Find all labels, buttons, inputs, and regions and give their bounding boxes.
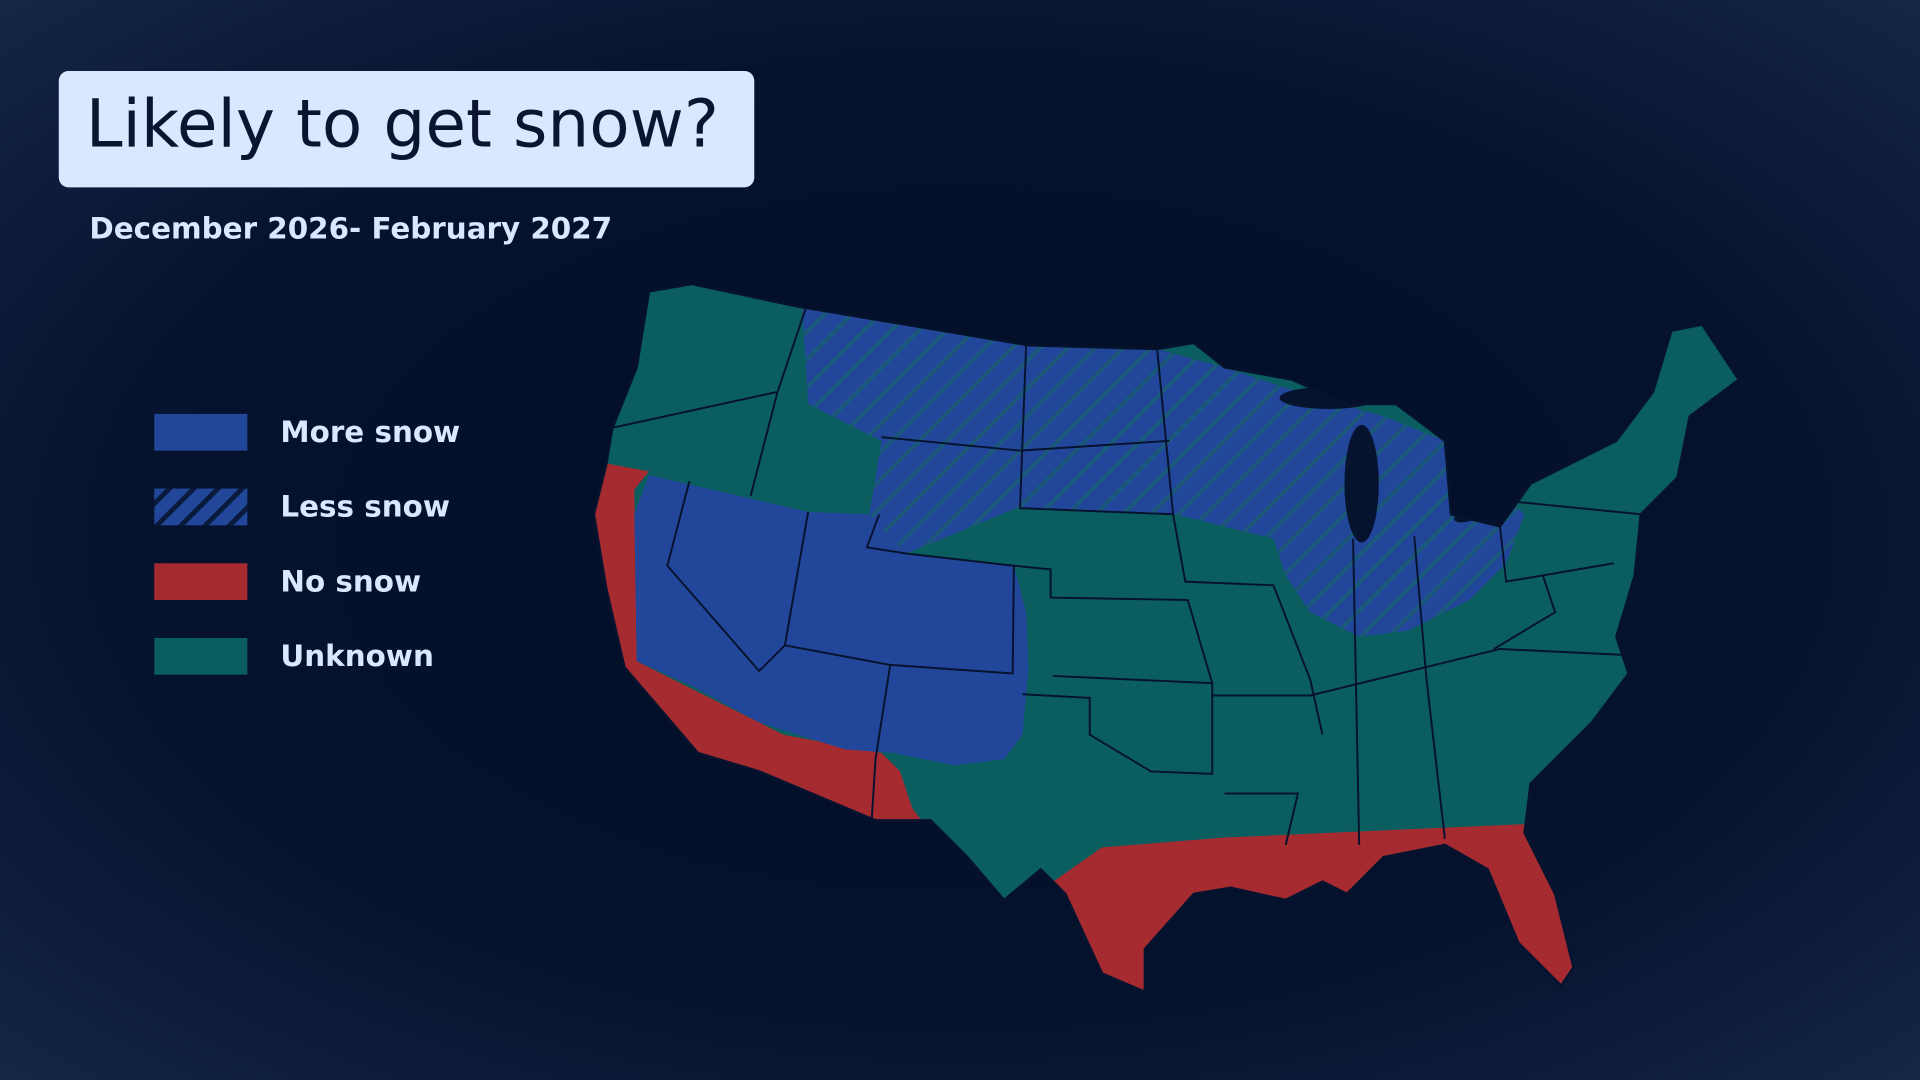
legend-swatch: [154, 488, 248, 526]
legend-label: Less snow: [280, 490, 450, 524]
legend-label: More snow: [280, 415, 460, 449]
title: Likely to get snow?: [86, 86, 719, 163]
legend-label: No snow: [280, 564, 421, 598]
legend-swatch: [154, 637, 248, 675]
title-box: [58, 71, 755, 188]
zone-less-snow: [802, 306, 1525, 637]
legend-label: Unknown: [280, 639, 433, 673]
legend: More snow Less snow No snow Unknown: [154, 413, 460, 675]
legend-swatch: [154, 413, 248, 451]
legend-swatch: [154, 563, 248, 600]
lake-michigan: [1344, 424, 1379, 543]
zone-more-snow: [634, 475, 1029, 766]
state-lines: [608, 308, 1641, 846]
subtitle: December 2026- February 2027: [89, 212, 612, 246]
